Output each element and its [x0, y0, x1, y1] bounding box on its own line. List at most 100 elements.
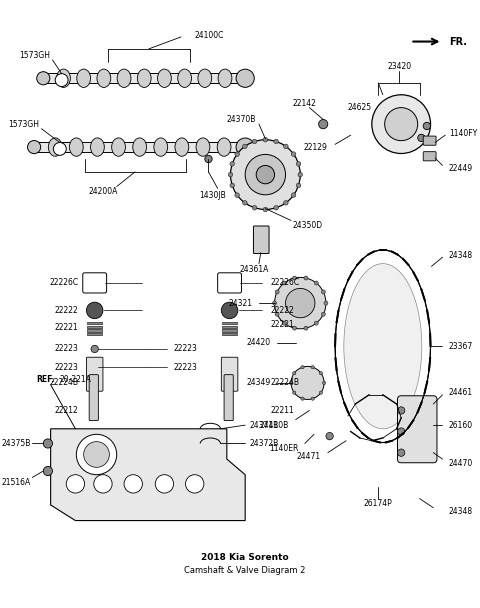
- Circle shape: [230, 162, 235, 166]
- Text: 24471: 24471: [296, 452, 321, 461]
- Text: 22212: 22212: [54, 406, 78, 415]
- Ellipse shape: [117, 69, 131, 88]
- Text: 22223: 22223: [174, 345, 197, 353]
- FancyBboxPatch shape: [86, 358, 103, 391]
- Text: 21516A: 21516A: [1, 477, 30, 486]
- Bar: [87, 333, 102, 335]
- Text: 24350D: 24350D: [293, 221, 323, 230]
- Ellipse shape: [198, 69, 212, 88]
- Circle shape: [423, 122, 431, 130]
- Bar: [222, 330, 237, 331]
- Circle shape: [418, 134, 425, 142]
- Bar: [43, 73, 245, 83]
- Circle shape: [53, 142, 66, 155]
- Circle shape: [124, 475, 143, 493]
- Circle shape: [275, 290, 279, 294]
- Circle shape: [205, 155, 212, 163]
- Text: 23420: 23420: [387, 62, 411, 71]
- Circle shape: [228, 172, 233, 177]
- Circle shape: [304, 276, 308, 280]
- Circle shape: [91, 345, 98, 353]
- FancyBboxPatch shape: [221, 358, 238, 391]
- Text: 26174P: 26174P: [364, 499, 393, 508]
- Circle shape: [91, 364, 98, 371]
- Circle shape: [242, 144, 247, 149]
- Circle shape: [292, 326, 297, 330]
- Ellipse shape: [133, 138, 146, 156]
- Text: 22211: 22211: [271, 406, 295, 415]
- Ellipse shape: [91, 138, 104, 156]
- Text: 22449: 22449: [449, 164, 473, 173]
- Text: 22222: 22222: [54, 306, 78, 315]
- Circle shape: [245, 154, 286, 195]
- Circle shape: [236, 138, 254, 156]
- Text: 24410B: 24410B: [260, 421, 289, 430]
- Text: 24371B: 24371B: [250, 421, 279, 430]
- Circle shape: [221, 302, 238, 319]
- Circle shape: [296, 162, 301, 166]
- Text: 24372B: 24372B: [250, 439, 279, 448]
- Bar: [87, 322, 102, 324]
- Circle shape: [256, 165, 275, 184]
- Text: 24461: 24461: [449, 387, 473, 396]
- Text: 22222: 22222: [271, 306, 295, 315]
- Ellipse shape: [57, 69, 71, 88]
- Text: 24348: 24348: [449, 507, 473, 516]
- Ellipse shape: [112, 138, 125, 156]
- Text: 24420: 24420: [247, 338, 271, 347]
- Text: 22224B: 22224B: [271, 378, 300, 387]
- Text: 24361A: 24361A: [240, 264, 269, 274]
- Circle shape: [275, 313, 279, 316]
- Circle shape: [319, 371, 323, 375]
- Text: 22129: 22129: [304, 143, 328, 151]
- Circle shape: [275, 277, 326, 329]
- Text: 22223: 22223: [54, 363, 78, 372]
- FancyBboxPatch shape: [397, 396, 437, 463]
- Ellipse shape: [154, 138, 168, 156]
- Text: REF.: REF.: [36, 375, 54, 384]
- Bar: [87, 330, 102, 331]
- Circle shape: [372, 95, 431, 153]
- Circle shape: [384, 108, 418, 140]
- Circle shape: [397, 449, 405, 457]
- Polygon shape: [50, 429, 245, 520]
- Circle shape: [66, 475, 84, 493]
- Text: 24470: 24470: [449, 459, 473, 468]
- Circle shape: [397, 428, 405, 435]
- Circle shape: [252, 139, 257, 143]
- Circle shape: [27, 140, 41, 154]
- Circle shape: [84, 441, 109, 468]
- Circle shape: [274, 206, 278, 210]
- FancyBboxPatch shape: [89, 375, 98, 421]
- Text: 22224B: 22224B: [49, 378, 78, 387]
- Ellipse shape: [157, 69, 171, 88]
- Text: 1430JB: 1430JB: [200, 192, 227, 200]
- Text: 22223: 22223: [174, 363, 197, 372]
- FancyBboxPatch shape: [423, 151, 436, 161]
- Circle shape: [43, 466, 52, 475]
- FancyBboxPatch shape: [83, 273, 107, 293]
- Circle shape: [284, 201, 288, 205]
- Circle shape: [76, 434, 117, 475]
- Circle shape: [94, 475, 112, 493]
- Ellipse shape: [48, 138, 62, 156]
- Text: 22221: 22221: [54, 323, 78, 333]
- Text: Camshaft & Valve Diagram 2: Camshaft & Valve Diagram 2: [184, 565, 306, 575]
- Ellipse shape: [218, 69, 232, 88]
- Text: 22226C: 22226C: [49, 278, 78, 288]
- Circle shape: [323, 381, 326, 385]
- Text: 1573GH: 1573GH: [20, 51, 50, 60]
- Text: 22142: 22142: [293, 100, 317, 108]
- Text: 1140ER: 1140ER: [269, 444, 299, 452]
- Ellipse shape: [77, 69, 91, 88]
- Text: 24349: 24349: [247, 378, 271, 387]
- Circle shape: [293, 391, 296, 394]
- Text: 24200A: 24200A: [88, 187, 118, 196]
- Text: 24100C: 24100C: [195, 30, 224, 40]
- FancyBboxPatch shape: [253, 226, 269, 254]
- Bar: [222, 333, 237, 335]
- Circle shape: [291, 152, 296, 156]
- FancyBboxPatch shape: [423, 136, 436, 145]
- Circle shape: [296, 183, 301, 188]
- Text: 26160: 26160: [449, 421, 473, 430]
